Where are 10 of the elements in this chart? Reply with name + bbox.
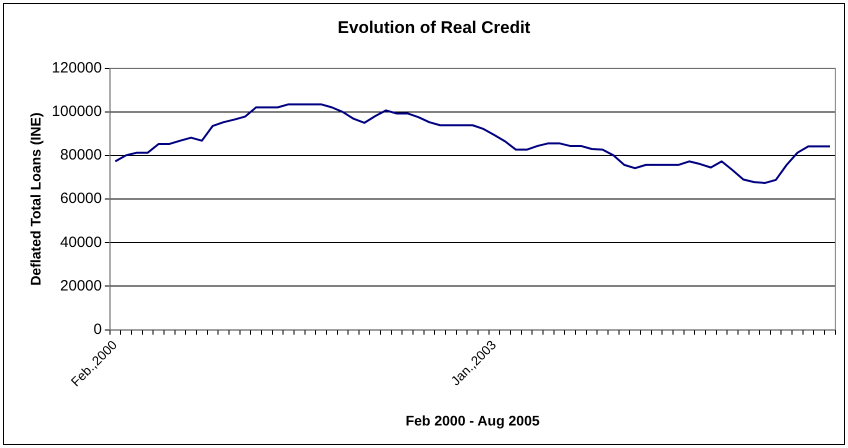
y-tick-label: 0: [94, 320, 102, 338]
x-axis-title: Feb 2000 - Aug 2005: [406, 412, 540, 428]
y-tick-label: 100000: [52, 103, 102, 120]
y-tick-label: 120000: [52, 60, 102, 77]
chart-title: Evolution of Real Credit: [338, 18, 531, 37]
y-tick-label: 80000: [60, 146, 102, 164]
y-tick-label: 20000: [60, 277, 102, 294]
y-tick-label: 40000: [60, 234, 102, 251]
y-axis-title: Deflated Total Loans (INE): [27, 112, 44, 286]
y-tick-label: 60000: [60, 190, 102, 208]
